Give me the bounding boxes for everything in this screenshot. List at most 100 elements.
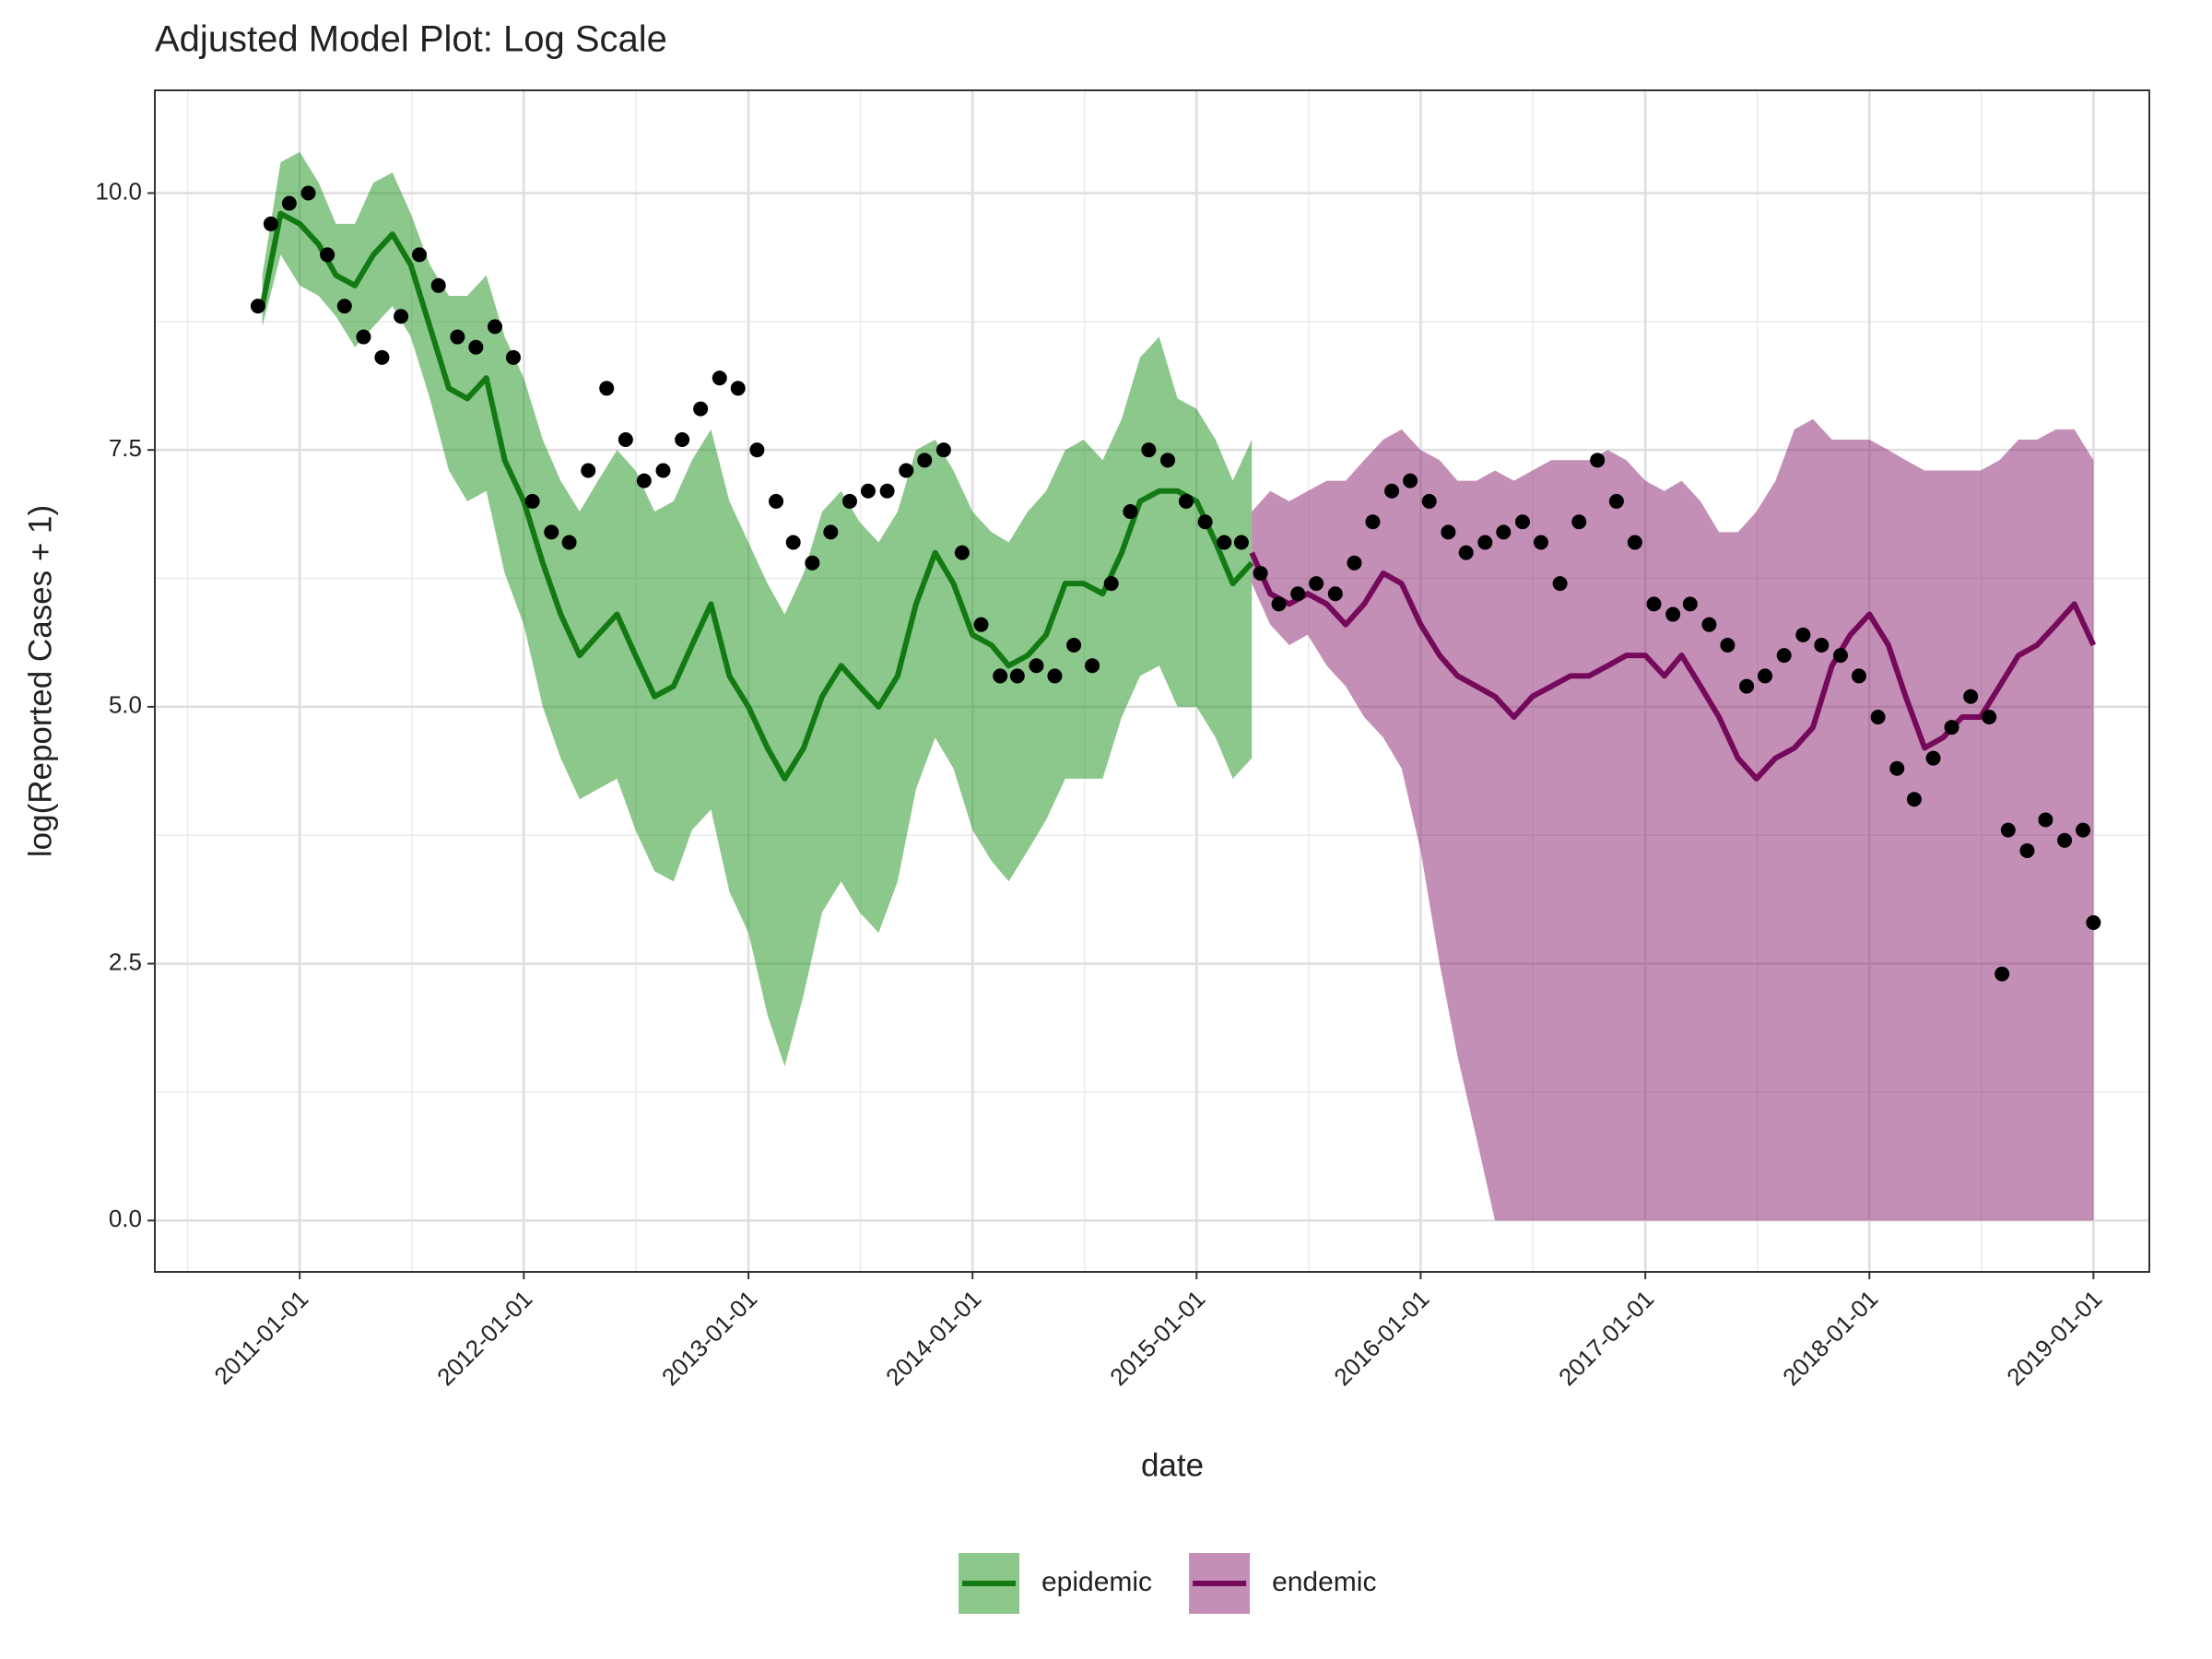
observed-point xyxy=(2038,812,2053,828)
observed-point xyxy=(769,493,784,509)
observed-point xyxy=(1327,586,1343,602)
observed-point xyxy=(561,535,577,550)
observed-point xyxy=(1477,535,1493,550)
observed-point xyxy=(1496,524,1512,540)
observed-point xyxy=(1271,596,1287,612)
observed-point xyxy=(300,185,316,201)
observed-point xyxy=(320,247,335,263)
observed-point xyxy=(899,463,914,478)
observed-point xyxy=(1870,710,1886,725)
y-tick-label: 2.5 xyxy=(109,947,142,975)
observed-point xyxy=(935,442,951,458)
observed-point xyxy=(1982,710,1997,725)
observed-point xyxy=(1795,627,1811,642)
observed-point xyxy=(1365,514,1381,530)
observed-point xyxy=(1665,606,1681,622)
observed-point xyxy=(636,473,652,488)
observed-point xyxy=(394,309,409,324)
observed-point xyxy=(524,493,540,509)
observed-point xyxy=(1159,453,1175,468)
observed-point xyxy=(450,329,465,345)
observed-point xyxy=(841,493,857,509)
observed-point xyxy=(1421,493,1437,509)
observed-point xyxy=(1776,648,1792,664)
observed-point xyxy=(1646,596,1662,612)
y-axis-title: log(Reported Cases + 1) xyxy=(22,505,58,857)
observed-point xyxy=(693,401,709,417)
observed-point xyxy=(1720,637,1735,653)
observed-point xyxy=(599,381,615,396)
observed-point xyxy=(1029,658,1044,674)
model-line xyxy=(259,210,1254,782)
observed-point xyxy=(2057,832,2073,848)
observed-point xyxy=(336,299,352,314)
y-tick-label: 10.0 xyxy=(95,177,142,205)
observed-point xyxy=(263,216,278,231)
observed-point xyxy=(1758,668,1773,684)
observed-point xyxy=(675,432,690,448)
observed-point xyxy=(730,381,746,396)
observed-point xyxy=(1925,750,1941,766)
observed-point xyxy=(1178,493,1194,509)
observed-point xyxy=(917,453,933,468)
observed-point xyxy=(954,545,970,560)
observed-point xyxy=(655,463,671,478)
observed-point xyxy=(505,349,521,365)
observed-point xyxy=(1963,688,1979,704)
observed-point xyxy=(2019,842,2035,858)
observed-point xyxy=(1347,555,1362,571)
observed-point xyxy=(1552,576,1568,592)
observed-point xyxy=(1608,493,1624,509)
plot-border xyxy=(154,89,2150,1273)
observed-point xyxy=(1047,668,1063,684)
observed-point xyxy=(281,195,297,211)
observed-point xyxy=(2086,914,2101,930)
observed-point xyxy=(973,617,989,632)
observed-point xyxy=(1403,473,1418,488)
confidence-band xyxy=(1252,418,2094,1221)
y-tick-label: 7.5 xyxy=(109,434,142,462)
observed-point xyxy=(1627,535,1642,550)
observed-point xyxy=(1309,576,1324,592)
observed-point xyxy=(1458,545,1474,560)
observed-point xyxy=(1944,720,1959,735)
observed-point xyxy=(1103,576,1119,592)
observed-point xyxy=(1701,617,1717,632)
observed-point xyxy=(250,299,265,314)
observed-point xyxy=(1441,524,1456,540)
observed-point xyxy=(1533,535,1548,550)
observed-point xyxy=(1832,648,1848,664)
observed-point xyxy=(1889,760,1905,776)
observed-point xyxy=(1290,586,1306,602)
observed-point xyxy=(1217,535,1232,550)
legend-label: epidemic xyxy=(1041,1567,1152,1597)
observed-point xyxy=(544,524,559,540)
observed-point xyxy=(1197,514,1213,530)
observed-point xyxy=(860,483,876,499)
observed-point xyxy=(879,483,895,499)
observed-point xyxy=(1066,637,1082,653)
x-axis-title: date xyxy=(1141,1447,1204,1483)
observed-point xyxy=(356,329,371,345)
observed-point xyxy=(374,349,390,365)
y-tick-label: 0.0 xyxy=(109,1205,142,1232)
observed-point xyxy=(468,339,484,355)
y-tick-label: 5.0 xyxy=(109,691,142,719)
observed-point xyxy=(487,319,502,335)
observed-point xyxy=(1571,514,1587,530)
observed-point xyxy=(2076,822,2091,838)
confidence-band xyxy=(262,151,1253,1066)
observed-point xyxy=(1123,504,1138,520)
legend-label: endemic xyxy=(1272,1567,1376,1597)
observed-point xyxy=(749,442,765,458)
observed-point xyxy=(1233,535,1249,550)
observed-point xyxy=(581,463,596,478)
observed-point xyxy=(1590,453,1606,468)
observed-point xyxy=(2000,822,2016,838)
observed-point xyxy=(1085,658,1100,674)
observed-point xyxy=(1141,442,1157,458)
observed-point xyxy=(785,535,801,550)
observed-point xyxy=(430,277,446,293)
observed-point xyxy=(1682,596,1698,612)
